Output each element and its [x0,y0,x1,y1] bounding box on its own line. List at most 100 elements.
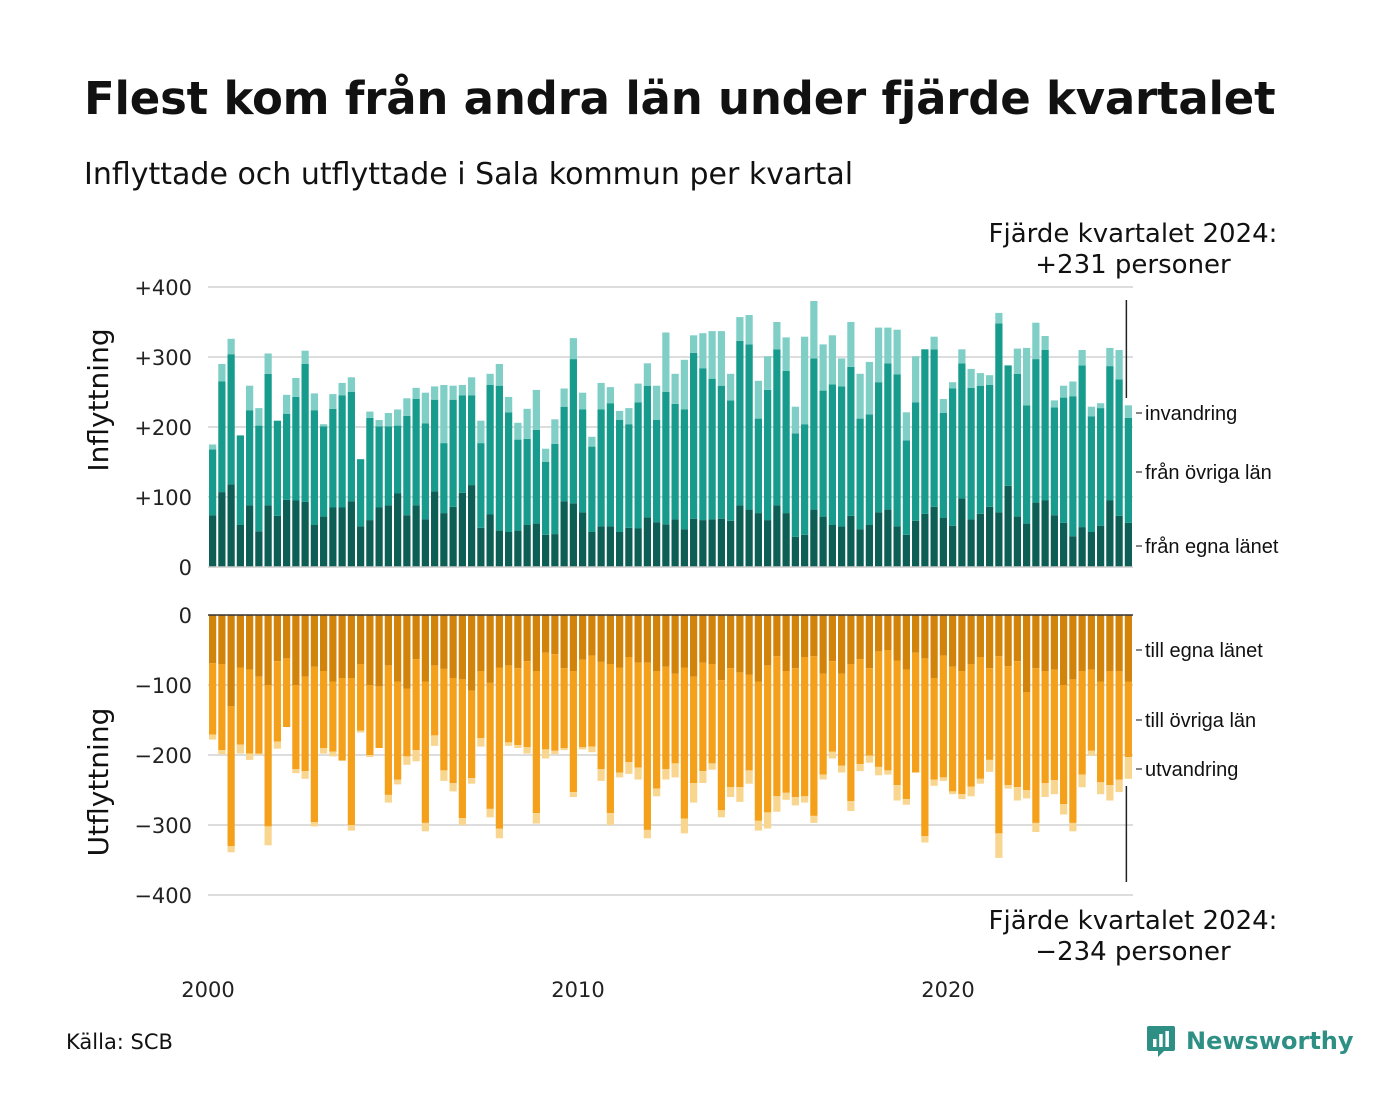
bar-in-1-54 [708,378,716,520]
bar-out-0-67 [828,615,836,662]
bar-in-1-82 [967,387,975,520]
bar-out-2-60 [764,812,772,829]
bar-in-1-22 [412,399,420,506]
bar-in-1-4 [246,410,254,506]
bar-in-0-57 [736,505,744,567]
bar-in-1-84 [986,385,994,507]
axis-ticks: 0 +100 +200 +300 +400 0 −100 −200 −300 −400 2000 20… [82,276,1133,1000]
bar-out-2-33 [514,745,522,748]
bar-out-1-97 [1106,671,1114,786]
bar-in-0-63 [791,536,799,567]
bar-in-1-72 [875,382,883,513]
bar-out-2-98 [1115,779,1123,793]
bar-in-0-79 [939,518,947,567]
bar-in-0-37 [551,534,559,567]
bar-in-2-6 [264,353,272,374]
bar-in-0-59 [754,513,762,567]
bar-out-1-61 [773,656,781,797]
bar-out-1-20 [394,681,402,780]
bar-in-0-89 [1032,502,1040,567]
bar-in-1-35 [532,429,540,524]
bar-in-0-91 [1050,515,1058,567]
bar-in-1-33 [514,439,522,531]
bar-out-1-6 [264,685,272,827]
bar-in-1-85 [995,323,1003,513]
bar-out-0-25 [440,615,448,669]
bar-out-2-45 [625,762,633,774]
bar-in-1-9 [292,396,300,501]
bar-out-1-68 [838,673,846,766]
bar-out-2-0 [209,734,217,740]
bar-in-0-15 [347,501,355,567]
bar-out-2-32 [505,742,513,746]
bar-out-0-88 [1023,615,1031,692]
bar-in-2-83 [976,373,984,386]
bar-in-1-47 [643,385,651,518]
bar-in-2-94 [1078,350,1086,366]
bar-in-2-61 [773,322,781,350]
bar-out-1-18 [375,686,383,748]
bar-in-1-39 [569,359,577,504]
bar-out-0-3 [236,615,244,668]
bar-in-2-55 [717,331,725,386]
bar-out-2-25 [440,770,448,781]
bar-out-0-20 [394,615,402,682]
segment-label: invandring [1145,403,1237,425]
bar-out-1-43 [606,664,614,814]
bar-in-1-44 [616,420,624,532]
bar-in-2-32 [505,396,513,413]
bar-out-1-12 [320,671,328,748]
y-tick-top: 0 [179,556,192,580]
bar-out-1-80 [949,666,957,792]
bar-in-0-53 [699,520,707,567]
bar-in-0-83 [976,513,984,567]
bar-out-1-71 [865,668,873,756]
bar-in-0-41 [588,532,596,567]
bar-in-0-35 [532,523,540,567]
y-tick-top: +400 [134,276,192,300]
bar-out-0-27 [458,615,466,680]
bar-out-2-40 [579,747,587,750]
bar-out-2-47 [643,829,651,839]
bar-in-1-88 [1023,405,1031,524]
bar-in-2-12 [320,424,328,427]
bar-in-2-85 [995,312,1003,324]
bar-in-1-55 [717,385,725,519]
bar-in-1-92 [1060,397,1068,523]
bar-in-2-23 [421,392,429,424]
bar-in-0-32 [505,532,513,567]
bar-out-1-82 [967,664,975,787]
bar-in-2-18 [375,420,383,427]
bar-out-1-53 [699,662,707,772]
bar-in-1-99 [1124,417,1132,523]
bar-out-0-18 [375,615,383,687]
bar-out-0-34 [523,615,531,662]
bar-out-0-31 [495,615,503,668]
bar-in-2-81 [958,349,966,364]
bar-in-1-76 [912,402,920,521]
bar-in-2-30 [486,373,494,385]
bar-in-0-78 [930,506,938,567]
bar-out-1-35 [532,671,540,814]
bar-in-2-97 [1106,347,1114,367]
bar-in-2-1 [218,364,226,382]
bar-out-2-24 [431,735,439,746]
bar-out-1-50 [671,673,679,764]
bar-in-2-74 [893,329,901,375]
source-note: Källa: SCB [66,1030,173,1054]
bar-in-1-73 [884,363,892,510]
bar-out-2-5 [255,753,263,755]
bar-in-2-21 [403,398,411,416]
bar-out-2-7 [273,741,281,749]
bar-out-1-55 [717,680,725,811]
bar-out-2-35 [532,813,540,824]
bar-out-0-72 [875,615,883,652]
bar-in-2-49 [662,332,670,392]
bar-in-2-62 [782,337,790,371]
bar-out-0-41 [588,615,596,656]
bar-in-2-79 [939,399,947,413]
bar-out-0-60 [764,615,772,666]
bar-out-2-1 [218,750,226,755]
bar-in-2-93 [1069,381,1077,397]
bar-in-2-52 [690,335,698,353]
